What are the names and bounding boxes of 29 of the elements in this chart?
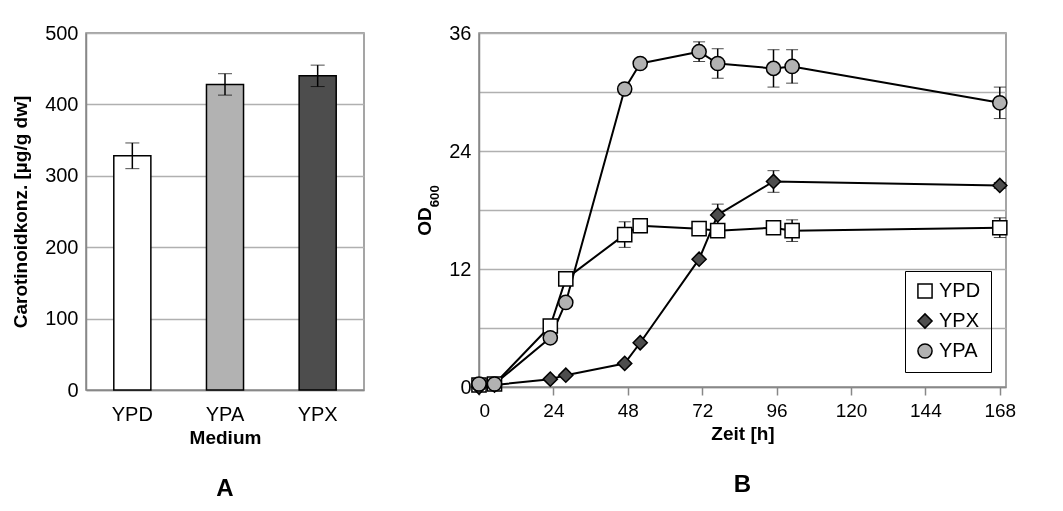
x-tick-label: 96 [766, 399, 788, 421]
x-tick-label: 168 [984, 399, 1017, 421]
x-tick-label: YPX [297, 402, 338, 425]
y-tick-label: 400 [45, 92, 79, 115]
y-tick-label: 300 [45, 164, 79, 187]
y-tick-label: 100 [45, 307, 79, 330]
y-tick-label: 12 [449, 257, 472, 280]
x-tick-label: 48 [617, 399, 639, 421]
x-tick-label: 144 [910, 399, 943, 421]
y-tick-label: 200 [45, 235, 79, 258]
x-axis-title: Medium [189, 426, 262, 448]
x-tick-label: 120 [835, 399, 868, 421]
y-axis-title: Carotinoidkonz. [µg/g dw] [10, 95, 32, 329]
x-tick-label: 72 [692, 399, 714, 421]
text: B [733, 470, 752, 497]
y-tick-label: 500 [45, 21, 79, 44]
legend-label: YPA [939, 339, 979, 361]
y-tick-label: 0 [460, 375, 472, 398]
y-tick-label: 0 [67, 378, 79, 401]
x-tick-label: YPD [111, 402, 153, 425]
x-axis-title: Zeit [h] [711, 422, 775, 444]
text: A [216, 474, 234, 501]
x-tick-label: 0 [479, 399, 491, 421]
y-tick-label: 24 [449, 139, 472, 162]
x-tick-label: YPA [205, 402, 245, 425]
legend-label: YPX [939, 309, 980, 331]
x-tick-label: 24 [543, 399, 565, 421]
y-tick-label: 36 [449, 21, 472, 44]
legend-label: YPD [939, 279, 981, 301]
